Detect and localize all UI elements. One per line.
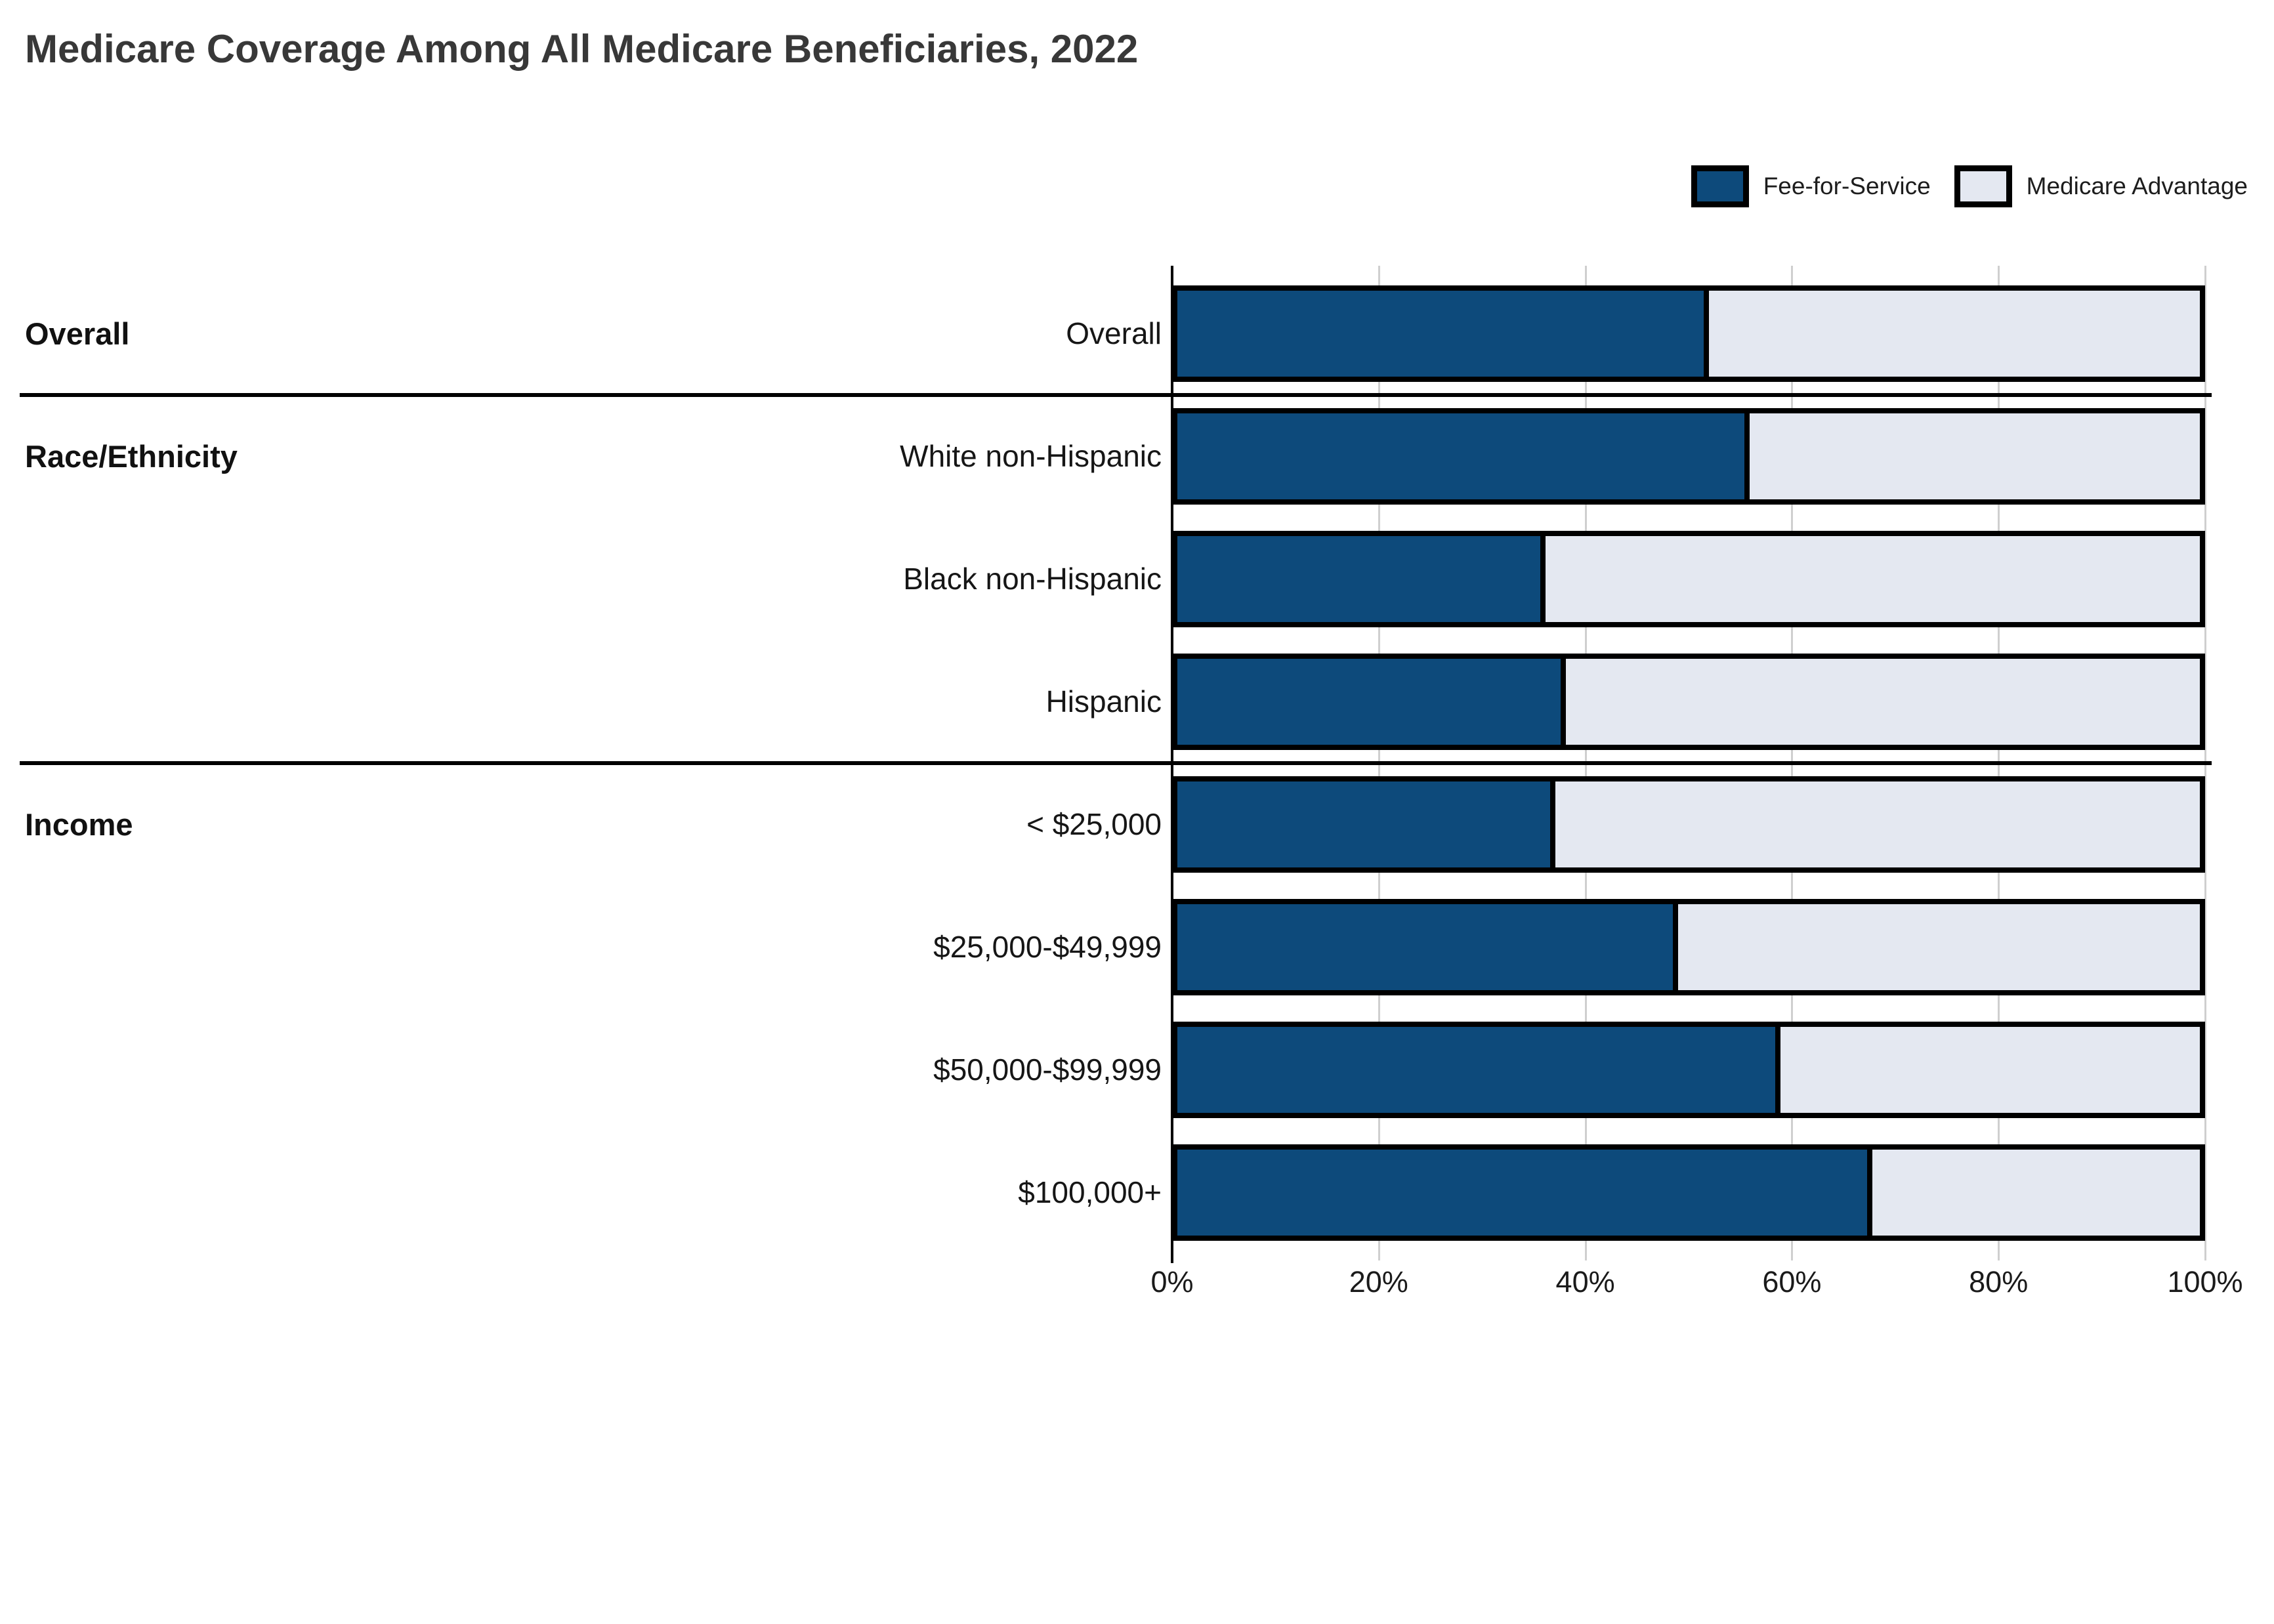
segment-medicare-advantage [1872,1150,2200,1236]
row-label: Hispanic [1045,684,1162,718]
x-tick-label: 80% [1969,1265,2029,1299]
segment-fee-for-service [1177,413,1750,499]
legend-swatch-icon [1691,165,1749,207]
row-label: Black non-Hispanic [903,562,1162,596]
group-separator [20,761,2212,765]
x-tick-label: 60% [1762,1265,1822,1299]
segment-fee-for-service [1177,291,1710,377]
bar-row [1172,531,2205,627]
bar-row [1172,1144,2205,1241]
segment-medicare-advantage [1678,904,2200,990]
segment-medicare-advantage [1750,413,2200,499]
row-label: $100,000+ [1018,1175,1162,1209]
segment-fee-for-service [1177,781,1556,867]
bar-row [1172,408,2205,505]
legend-label: Fee-for-Service [1763,173,1931,199]
x-tick-label: 0% [1150,1265,1194,1299]
row-label: < $25,000 [1026,807,1162,841]
row-label: $25,000-$49,999 [933,930,1162,964]
x-tick-label: 40% [1555,1265,1615,1299]
bar-row [1172,654,2205,750]
legend-item-0: Fee-for-Service [1691,165,1931,207]
legend-item-1: Medicare Advantage [1954,165,2248,207]
segment-medicare-advantage [1709,291,2200,377]
x-tick-label: 20% [1349,1265,1408,1299]
group-separator [20,393,2212,397]
legend-swatch-icon [1954,165,2012,207]
bar-row [1172,776,2205,873]
bar-row [1172,899,2205,995]
segment-fee-for-service [1177,1150,1873,1236]
legend-label: Medicare Advantage [2026,173,2248,199]
segment-medicare-advantage [1780,1027,2200,1113]
x-tick-label: 100% [2167,1265,2243,1299]
group-label-income: Income [25,807,133,842]
row-label: $50,000-$99,999 [933,1052,1162,1087]
segment-fee-for-service [1177,536,1546,622]
chart-title: Medicare Coverage Among All Medicare Ben… [25,27,1139,71]
segment-medicare-advantage [1555,781,2200,867]
row-label: White non-Hispanic [900,439,1162,473]
segment-medicare-advantage [1566,659,2200,745]
bar-row [1172,285,2205,382]
segment-fee-for-service [1177,659,1567,745]
segment-fee-for-service [1177,1027,1781,1113]
group-label-race-ethnicity: Race/Ethnicity [25,439,238,474]
segment-medicare-advantage [1545,536,2200,622]
group-label-overall: Overall [25,316,130,351]
legend: Fee-for-Service Medicare Advantage [1691,165,2248,207]
bar-row [1172,1022,2205,1118]
segment-fee-for-service [1177,904,1679,990]
row-label: Overall [1066,316,1162,350]
